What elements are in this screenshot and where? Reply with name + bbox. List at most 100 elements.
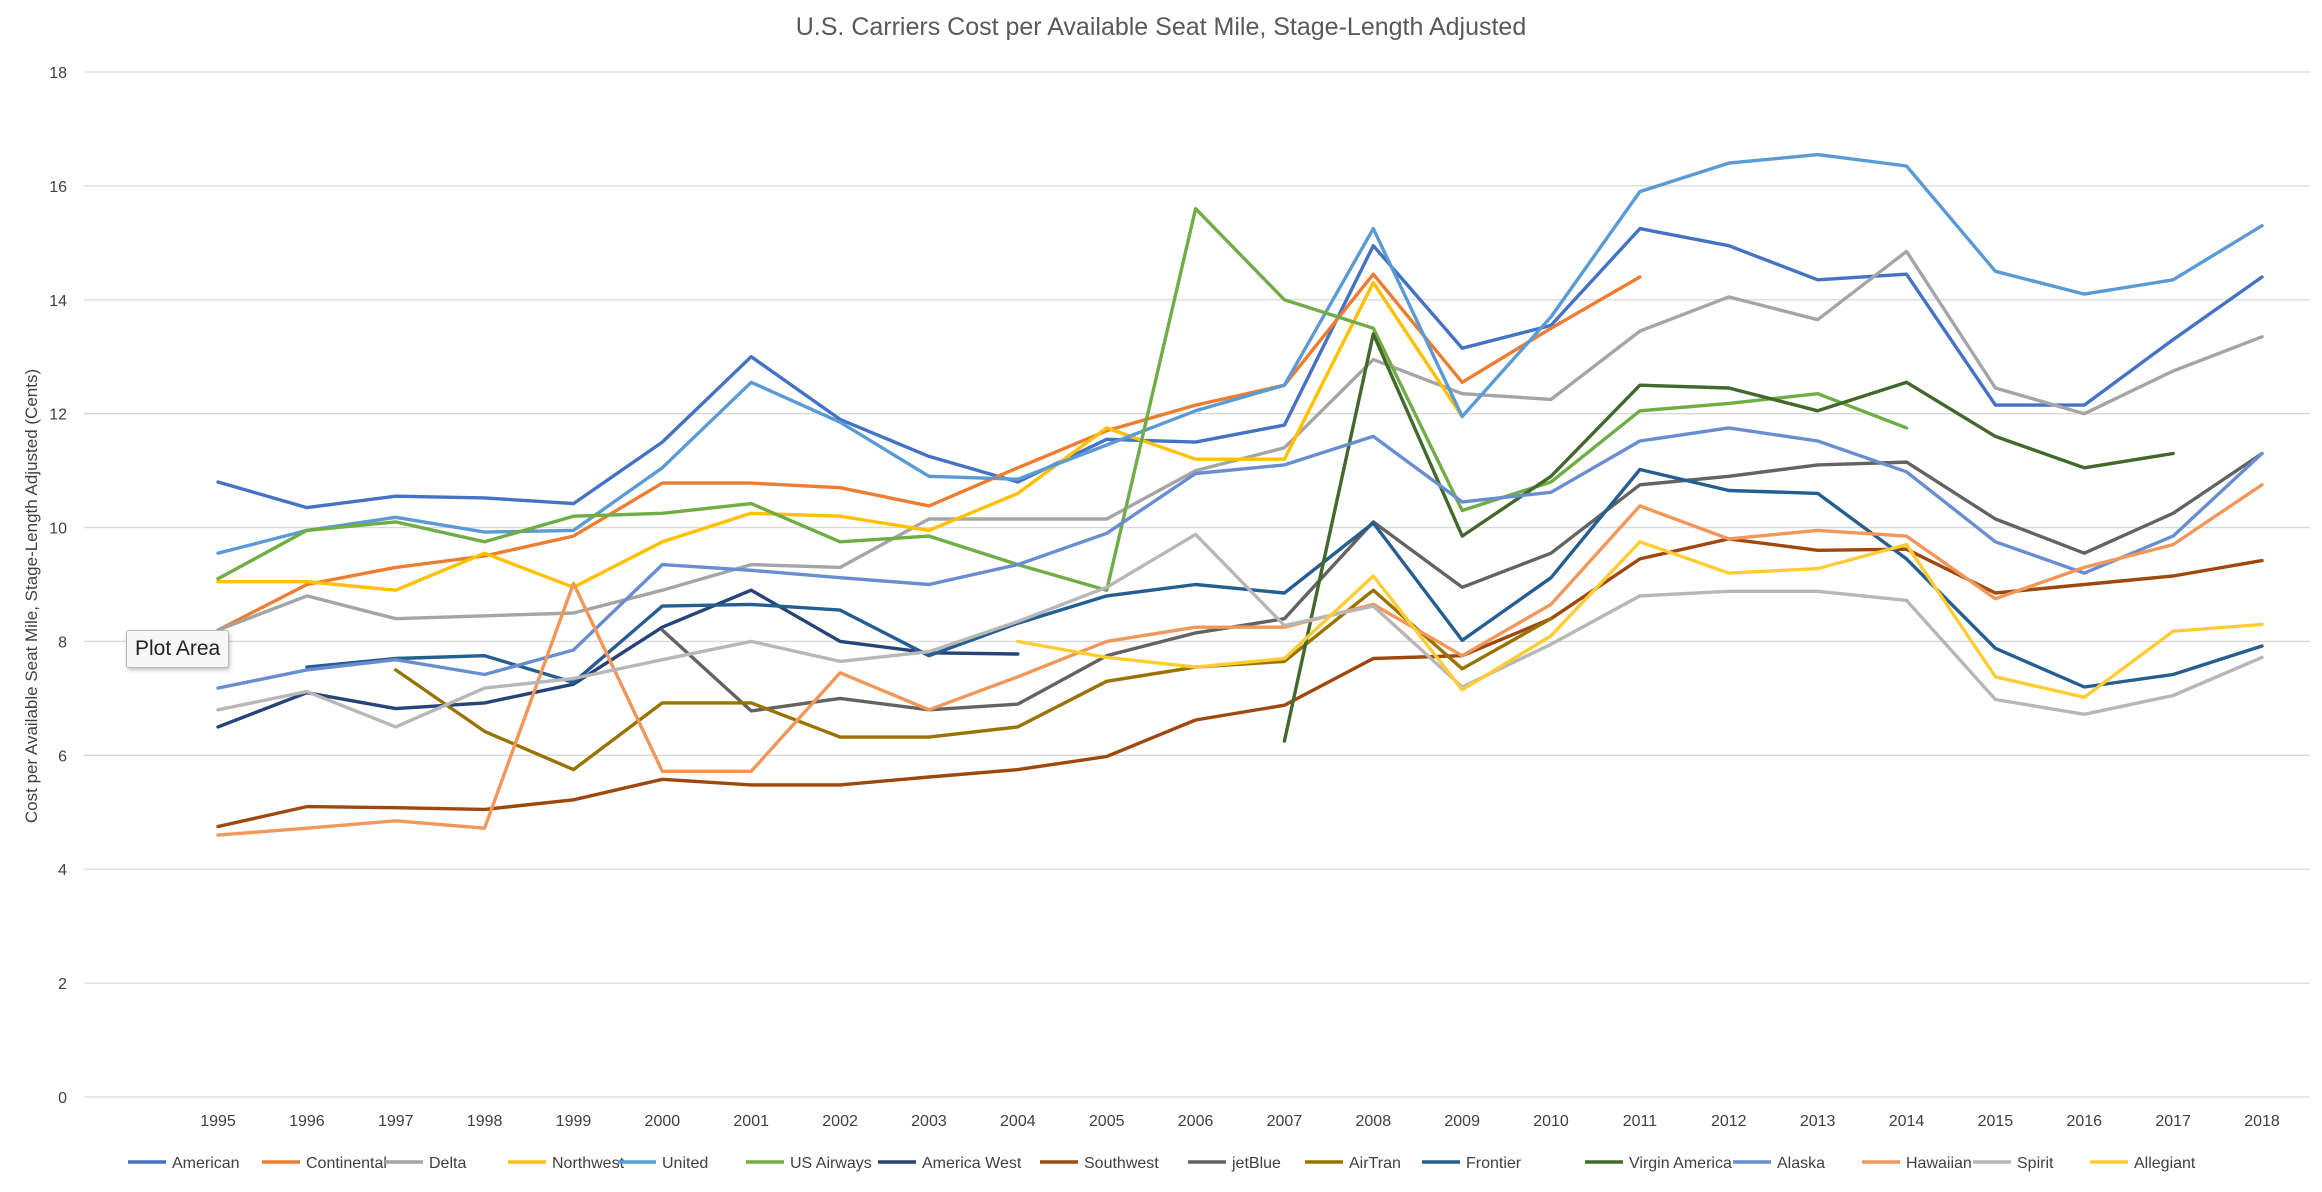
y-tick-label: 14: [49, 293, 67, 310]
legend-label: AirTran: [1349, 1155, 1401, 1172]
legend-item: US Airways: [746, 1155, 872, 1172]
legend-item: jetBlue: [1188, 1155, 1281, 1172]
y-tick-label: 12: [49, 407, 67, 424]
series-northwest: [216, 281, 1464, 592]
legend-item: Northwest: [508, 1155, 625, 1172]
x-tick-label: 2009: [1444, 1113, 1480, 1130]
legend-label: Hawaiian: [1906, 1155, 1972, 1172]
x-tick-label: 2002: [822, 1113, 858, 1130]
chart-title: U.S. Carriers Cost per Available Seat Mi…: [796, 13, 1526, 41]
legend-label: Allegiant: [2134, 1155, 2196, 1172]
legend-label: Delta: [429, 1155, 466, 1172]
series-airtran: [394, 588, 1553, 772]
legend-item: Frontier: [1422, 1155, 1522, 1172]
x-tick-label: 2007: [1267, 1113, 1303, 1130]
series-line: [216, 272, 1642, 632]
series-us-airways: [216, 206, 1909, 592]
legend-item: United: [618, 1155, 708, 1172]
series-line: [216, 281, 1464, 592]
series-allegiant: [1016, 540, 2264, 699]
x-tick-label: 2005: [1089, 1113, 1125, 1130]
legend-label: jetBlue: [1231, 1155, 1281, 1172]
series-hawaiian: [216, 483, 2264, 837]
x-tick-label: 2006: [1178, 1113, 1214, 1130]
legend-item: Alaska: [1733, 1155, 1825, 1172]
series-southwest: [216, 537, 2264, 829]
y-tick-label: 10: [49, 521, 67, 538]
legend-item: AirTran: [1305, 1155, 1401, 1172]
y-tick-label: 8: [58, 634, 67, 651]
plot-area-tooltip: Plot Area: [126, 630, 230, 668]
legend-item: Delta: [385, 1155, 466, 1172]
x-tick-label: 2012: [1711, 1113, 1747, 1130]
series-line: [216, 206, 1909, 592]
y-axis-title: Cost per Available Seat Mile, Stage-Leng…: [22, 369, 41, 823]
legend: American Continental Delta Northwest United U…: [128, 1155, 2196, 1172]
legend-item: Continental: [262, 1155, 387, 1172]
series-virgin-america: [1282, 332, 2175, 743]
series-line: [216, 532, 2264, 729]
x-tick-label: 1999: [556, 1113, 592, 1130]
y-tick-label: 0: [58, 1090, 67, 1107]
x-tick-label: 2010: [1533, 1113, 1569, 1130]
legend-item: Southwest: [1040, 1155, 1159, 1172]
x-tick-label: 2015: [1978, 1113, 2014, 1130]
x-tick-label: 2008: [1356, 1113, 1392, 1130]
x-axis-ticks: 1995 1996 1997 1998 1999 2000 2001 2002 2003 2004…: [200, 1113, 2280, 1130]
y-tick-label: 16: [49, 179, 67, 196]
legend-label: Frontier: [1466, 1155, 1522, 1172]
series-line: [216, 537, 2264, 829]
legend-label: US Airways: [790, 1155, 872, 1172]
legend-item: Virgin America: [1585, 1155, 1732, 1172]
series-continental: [216, 272, 1642, 632]
series-line: [216, 588, 1020, 729]
series-united: [216, 152, 2264, 555]
x-tick-label: 2001: [733, 1113, 769, 1130]
series-line: [216, 152, 2264, 555]
series-spirit: [216, 532, 2264, 729]
legend-label: Alaska: [1777, 1155, 1825, 1172]
series-line: [1282, 332, 2175, 743]
legend-label: Spirit: [2017, 1155, 2054, 1172]
legend-label: Virgin America: [1629, 1155, 1732, 1172]
x-tick-label: 2013: [1800, 1113, 1836, 1130]
legend-label: Northwest: [552, 1155, 625, 1172]
legend-item: Hawaiian: [1862, 1155, 1972, 1172]
legend-label: Continental: [306, 1155, 387, 1172]
x-tick-label: 2014: [1889, 1113, 1925, 1130]
legend-label: Southwest: [1084, 1155, 1159, 1172]
x-tick-label: 2011: [1623, 1113, 1658, 1130]
series-alaska: [216, 426, 2264, 690]
legend-item: Spirit: [1973, 1155, 2054, 1172]
y-tick-label: 2: [58, 976, 67, 993]
series-american: [216, 226, 2264, 510]
x-tick-label: 2018: [2244, 1113, 2280, 1130]
legend-item: Allegiant: [2090, 1155, 2196, 1172]
y-tick-label: 4: [58, 862, 67, 879]
series-lines: [216, 152, 2264, 837]
series-line: [216, 483, 2264, 837]
legend-label: American: [172, 1155, 240, 1172]
series-line: [1016, 540, 2264, 699]
x-tick-label: 2000: [645, 1113, 681, 1130]
x-tick-label: 1996: [289, 1113, 325, 1130]
series-line: [216, 426, 2264, 690]
x-tick-label: 1997: [378, 1113, 414, 1130]
x-tick-label: 2017: [2155, 1113, 2191, 1130]
y-tick-label: 6: [58, 748, 67, 765]
series-line: [394, 588, 1553, 772]
x-tick-label: 2004: [1000, 1113, 1036, 1130]
legend-item: America West: [878, 1155, 1022, 1172]
x-tick-label: 1995: [200, 1113, 236, 1130]
legend-item: American: [128, 1155, 240, 1172]
x-tick-label: 1998: [467, 1113, 503, 1130]
series-line: [216, 226, 2264, 510]
legend-label: America West: [922, 1155, 1022, 1172]
y-tick-label: 18: [49, 65, 67, 82]
y-axis-ticks: 0 2 4 6 8 10 12 14 16 18: [49, 65, 67, 1107]
x-tick-label: 2003: [911, 1113, 947, 1130]
x-tick-label: 2016: [2066, 1113, 2102, 1130]
legend-label: United: [662, 1155, 708, 1172]
